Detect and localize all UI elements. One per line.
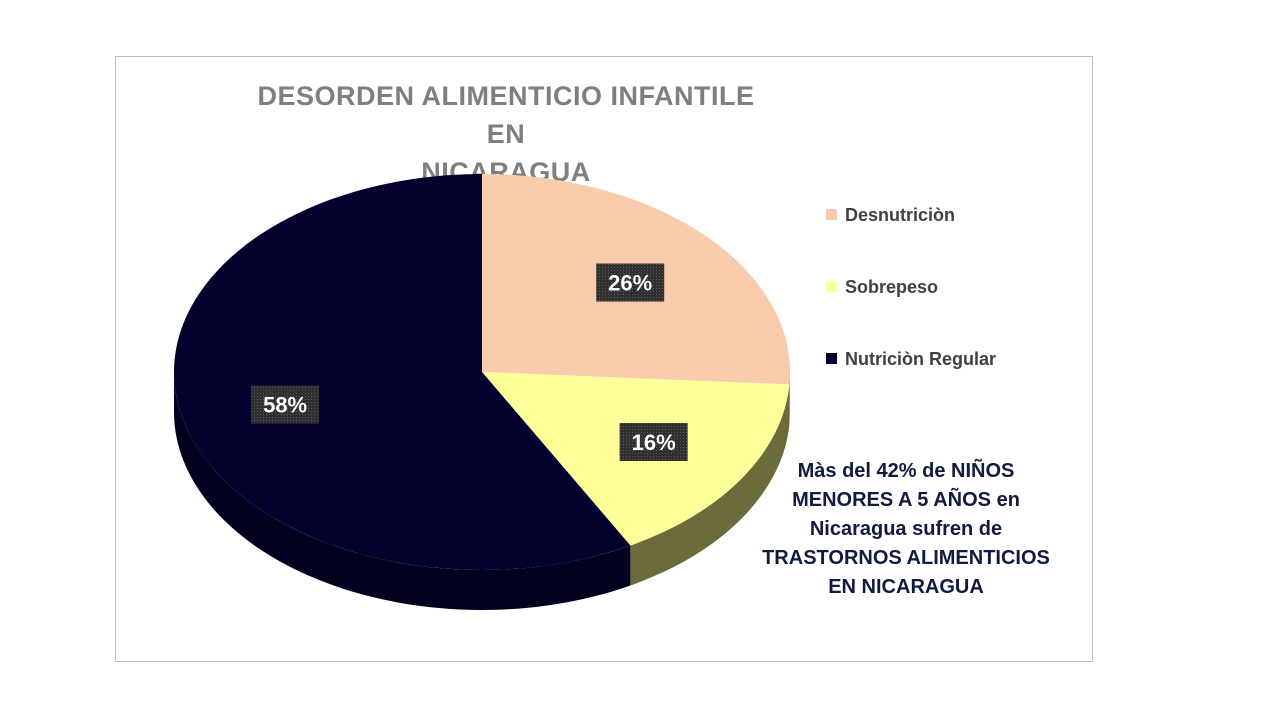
data-label-text: 58% (263, 392, 307, 417)
legend-swatch-sobrepeso (826, 281, 837, 292)
legend-item-desnutricion: Desnutriciòn (826, 205, 955, 226)
chart-title: DESORDEN ALIMENTICIO INFANTILE EN NICARA… (256, 77, 756, 191)
data-label-text: 26% (608, 271, 652, 296)
annotation-line-4: TRASTORNOS ALIMENTICIOS (762, 547, 1050, 569)
data-label-text: 16% (632, 430, 676, 455)
pie-slice-nutricion-regular (174, 174, 631, 570)
legend-label-desnutricion: Desnutriciòn (845, 205, 956, 225)
legend-swatch-nutricion-regular (826, 353, 837, 364)
data-label-desnutricion: 26% (596, 263, 665, 302)
annotation-line-5: EN NICARAGUA (828, 576, 984, 598)
legend-label-sobrepeso: Sobrepeso (845, 277, 939, 297)
data-label-bg (596, 263, 665, 302)
data-label-nutricion-regular: 58% (251, 385, 320, 424)
legend-label-nutricion-regular: Nutriciòn Regular (845, 349, 997, 369)
pie-side-desnutricion (789, 372, 790, 425)
data-label-sobrepeso: 16% (619, 423, 688, 462)
data-label-bg (619, 423, 688, 462)
chart-title-line-1: DESORDEN ALIMENTICIO INFANTILE EN (257, 81, 755, 149)
legend-swatch-desnutricion (826, 209, 837, 220)
pie-side-nutricion-regular (174, 372, 631, 611)
annotation-line-3: Nicaragua sufren de (809, 518, 1003, 540)
chart-frame: DESORDEN ALIMENTICIO INFANTILE EN NICARA… (115, 56, 1093, 662)
pie-side-sobrepeso (630, 384, 790, 586)
data-label-bg (251, 385, 320, 424)
pie-chart: 26% 16% 58% (174, 174, 790, 611)
annotation-line-2: MENORES A 5 AÑOS en (792, 489, 1020, 511)
legend-item-nutricion-regular: Nutriciòn Regular (826, 349, 996, 370)
annotation-text: Màs del 42% de NIÑOS MENORES A 5 AÑOS en… (736, 457, 1076, 602)
legend-item-sobrepeso: Sobrepeso (826, 277, 938, 298)
annotation-line-1: Màs del 42% de NIÑOS (797, 460, 1015, 482)
